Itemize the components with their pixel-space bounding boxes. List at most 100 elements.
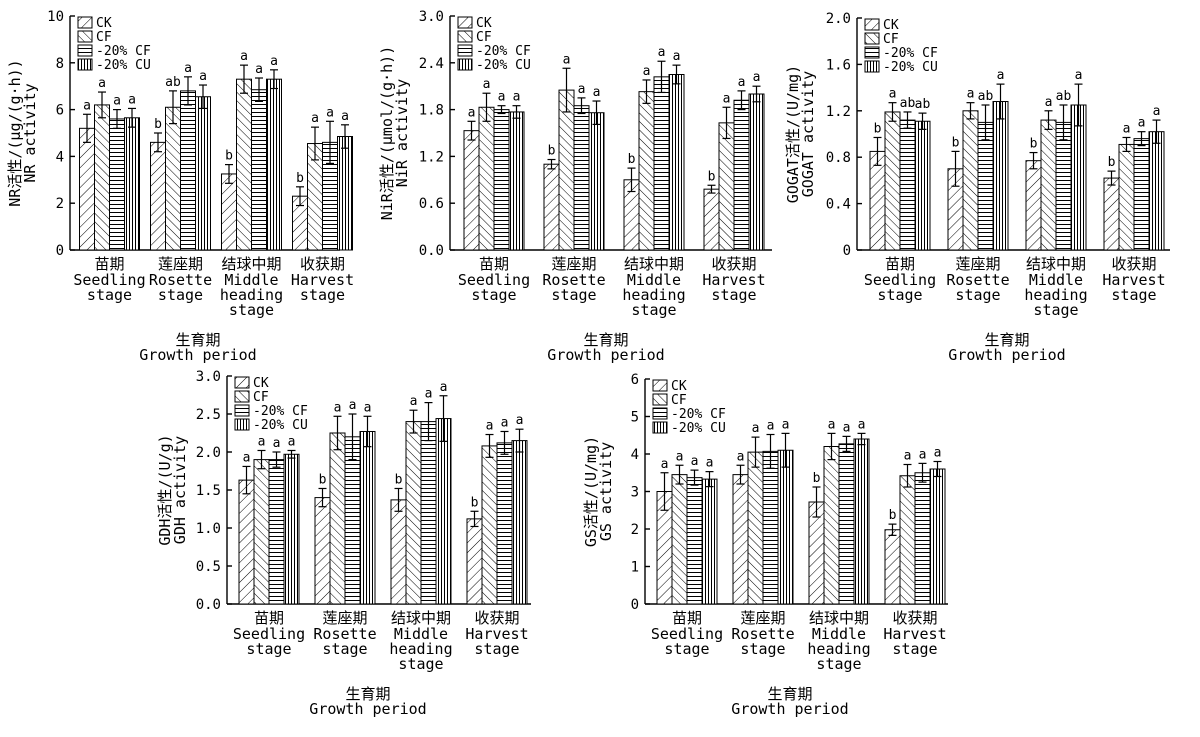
- significance-label: a: [1138, 116, 1146, 131]
- legend-label: CF: [96, 30, 112, 45]
- y-tick-label: 1.2: [419, 149, 444, 165]
- x-category-zh: 结球中期: [1026, 255, 1086, 273]
- bar-CF-2: [329, 432, 346, 605]
- x-category-zh: 结球中期: [221, 255, 281, 273]
- y-tick-label: 1.8: [419, 103, 444, 119]
- legend-label: -20% CU: [671, 421, 726, 436]
- bar-20CF-3: [251, 89, 267, 251]
- significance-label: a: [486, 419, 494, 434]
- bar-CF-3: [405, 421, 422, 605]
- x-category-zh: 收获期: [474, 609, 519, 627]
- x-category-en: stage: [474, 640, 519, 658]
- x-axis-title-en: Growth period: [948, 346, 1065, 364]
- significance-label: a: [691, 454, 699, 469]
- legend-swatch: [234, 404, 250, 417]
- significance-label: a: [240, 49, 248, 64]
- legend-label: -20% CU: [476, 58, 531, 73]
- legend-label: CK: [96, 16, 112, 31]
- significance-label: b: [628, 152, 636, 167]
- significance-label: b: [548, 144, 556, 159]
- x-category-en: Rosette: [946, 271, 1009, 289]
- significance-label: b: [813, 471, 821, 486]
- bar-CF-1: [884, 111, 901, 251]
- bar-20CU-4: [748, 93, 765, 251]
- significance-label: a: [904, 449, 912, 464]
- x-category-en: Middle: [394, 625, 448, 643]
- x-category-en: stage: [229, 301, 274, 319]
- legend-label: CF: [671, 393, 687, 408]
- x-category-zh: 结球中期: [624, 255, 684, 273]
- y-axis-title-en: NiR activity: [393, 79, 411, 187]
- x-category-en: stage: [322, 640, 367, 658]
- legend-label: -20% CF: [671, 407, 726, 422]
- y-tick-label: 0.6: [419, 196, 444, 212]
- bar-CK-3: [221, 173, 237, 251]
- y-tick-label: 2.0: [826, 11, 851, 27]
- y-tick-label: 2.5: [196, 407, 221, 423]
- x-category-en: Harvest: [1102, 271, 1165, 289]
- significance-label: a: [858, 417, 866, 432]
- bar-20CU-4: [337, 136, 353, 251]
- bar-CK-3: [1025, 160, 1042, 251]
- x-category-en: Harvest: [702, 271, 765, 289]
- significance-label: a: [128, 92, 136, 107]
- x-axis-title-en: Growth period: [731, 700, 848, 718]
- bar-20CF-3: [420, 421, 437, 605]
- legend-label: -20% CF: [476, 44, 531, 59]
- y-tick-label: 0: [56, 243, 64, 259]
- significance-label: a: [997, 68, 1005, 83]
- bar-CF-3: [236, 78, 252, 251]
- bar-20CF-2: [573, 105, 590, 251]
- x-axis-title-zh: 生育期: [767, 685, 812, 703]
- x-axis-title-zh: 生育期: [583, 331, 628, 349]
- significance-label: a: [410, 394, 418, 409]
- bar-CF-4: [899, 475, 916, 605]
- x-category-en: heading: [220, 286, 283, 304]
- x-category-en: stage: [551, 286, 596, 304]
- y-tick-label: 1: [631, 560, 639, 576]
- bar-CF-4: [1118, 143, 1135, 251]
- bar-20CU-2: [777, 449, 794, 605]
- x-category-en: Harvest: [883, 625, 946, 643]
- x-axis-title-zh: 生育期: [984, 331, 1029, 349]
- bar-20CF-4: [733, 99, 750, 251]
- significance-label: a: [425, 387, 433, 402]
- significance-label: a: [753, 70, 761, 85]
- x-category-en: Middle: [1029, 271, 1083, 289]
- x-category-en: stage: [740, 640, 785, 658]
- bar-CK-2: [543, 163, 560, 251]
- significance-label: a: [1153, 104, 1161, 119]
- legend-swatch: [77, 58, 93, 71]
- significance-label: a: [270, 54, 278, 69]
- significance-label: a: [364, 400, 372, 415]
- x-category-zh: 收获期: [1111, 255, 1156, 273]
- bar-CK-4: [1103, 177, 1120, 251]
- bar-20CF-1: [109, 118, 125, 251]
- significance-label: a: [563, 52, 571, 67]
- significance-label: ab: [165, 75, 181, 90]
- bar-20CF-3: [838, 443, 855, 605]
- y-axis-title-en: GS activity: [597, 442, 615, 541]
- y-tick-label: 0.0: [419, 243, 444, 259]
- x-category-zh: 苗期: [479, 255, 509, 273]
- bar-20CF-4: [1133, 138, 1150, 251]
- x-category-zh: 苗期: [885, 255, 915, 273]
- significance-label: a: [326, 105, 334, 120]
- bar-20CF-3: [1055, 121, 1072, 251]
- y-tick-label: 4: [631, 447, 639, 463]
- bar-20CU-1: [283, 453, 300, 605]
- significance-label: a: [919, 447, 927, 462]
- significance-label: a: [767, 419, 775, 434]
- bar-CK-4: [466, 518, 483, 605]
- bar-CF-3: [823, 446, 840, 605]
- x-category-zh: 结球中期: [809, 609, 869, 627]
- significance-label: b: [708, 169, 716, 184]
- legend-label: CF: [476, 30, 492, 45]
- significance-label: b: [471, 495, 479, 510]
- bar-CF-2: [165, 106, 181, 251]
- x-category-zh: 莲座期: [322, 609, 367, 627]
- significance-label: a: [752, 421, 760, 436]
